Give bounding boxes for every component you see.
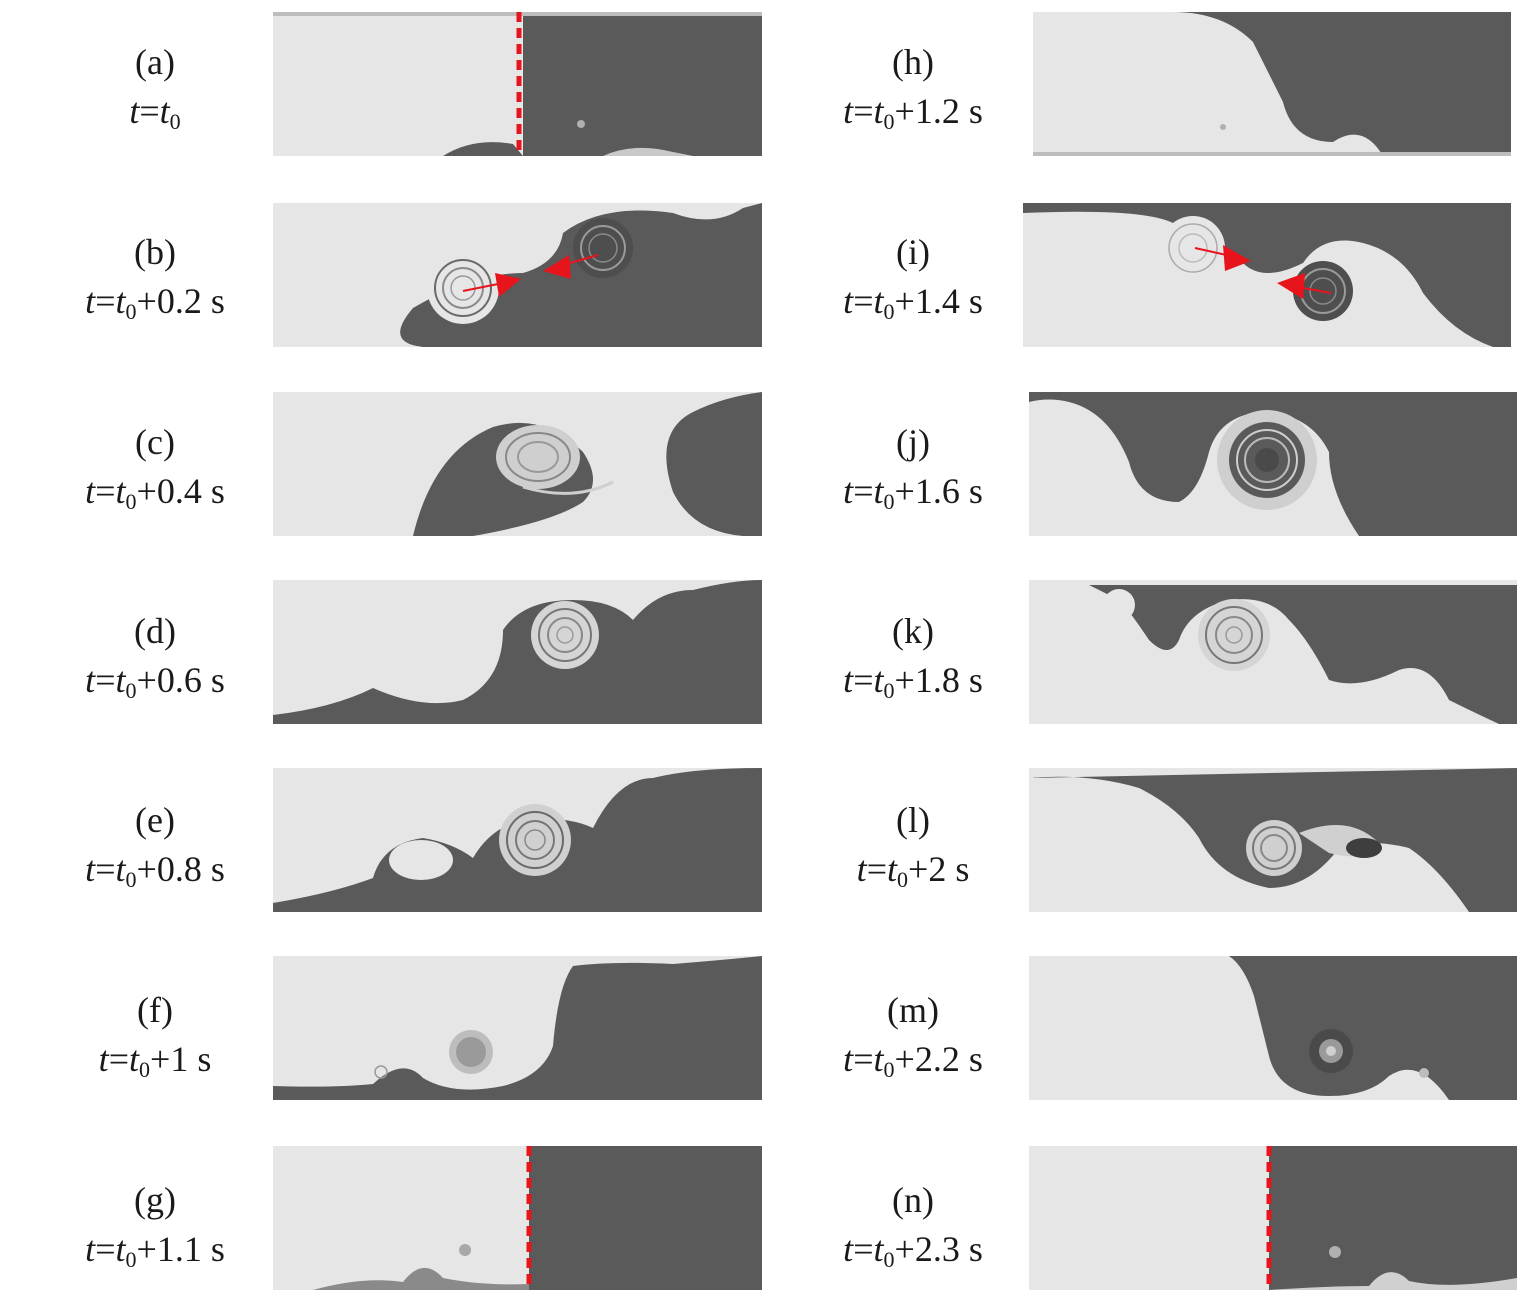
panel-label-f: (f) t=t0+1 s xyxy=(60,986,250,1083)
panel-time: t=t0+1.1 s xyxy=(85,1228,225,1272)
frame-h xyxy=(1033,12,1511,156)
panel-label-d: (d) t=t0+0.6 s xyxy=(60,607,250,704)
arrow-icon xyxy=(543,255,571,279)
flow-image-h xyxy=(1033,12,1511,156)
panel-time: t=t0+2 s xyxy=(856,848,970,892)
panel-time: t=t0 xyxy=(129,90,181,134)
panel-tag: (i) xyxy=(896,232,930,272)
flow-image-e xyxy=(273,768,762,912)
panel-tag: (c) xyxy=(135,422,175,462)
panel-label-j: (j) t=t0+1.6 s xyxy=(818,418,1008,515)
flow-image-b xyxy=(273,203,762,347)
frame-e xyxy=(273,768,762,912)
panel-label-g: (g) t=t0+1.1 s xyxy=(60,1176,250,1273)
panel-time: t=t0+2.2 s xyxy=(843,1038,983,1082)
panel-time: t=t0+1.4 s xyxy=(843,280,983,324)
panel-label-i: (i) t=t0+1.4 s xyxy=(818,228,1008,325)
panel-tag: (j) xyxy=(896,422,930,462)
panel-time: t=t0+1 s xyxy=(98,1038,212,1082)
panel-label-c: (c) t=t0+0.4 s xyxy=(60,418,250,515)
panel-tag: (e) xyxy=(135,800,175,840)
flow-image-j xyxy=(1029,392,1517,536)
flow-image-k xyxy=(1029,580,1517,724)
panel-tag: (g) xyxy=(134,1180,176,1220)
frame-f xyxy=(273,956,762,1100)
panel-label-b: (b) t=t0+0.2 s xyxy=(60,228,250,325)
panel-tag: (l) xyxy=(896,800,930,840)
panel-time: t=t0+0.2 s xyxy=(85,280,225,324)
panel-tag: (d) xyxy=(134,611,176,651)
panel-tag: (a) xyxy=(135,42,175,82)
panel-time: t=t0+1.6 s xyxy=(843,470,983,514)
flow-image-i xyxy=(1023,203,1511,347)
arrow-icon xyxy=(1223,245,1251,271)
panel-label-h: (h) t=t0+1.2 s xyxy=(818,38,1008,135)
flow-image-c xyxy=(273,392,762,536)
panel-time: t=t0+0.6 s xyxy=(85,659,225,703)
frame-d xyxy=(273,580,762,724)
flow-image-g xyxy=(273,1146,762,1290)
frame-n xyxy=(1029,1146,1517,1290)
frame-g xyxy=(273,1146,762,1290)
flow-image-f xyxy=(273,956,762,1100)
panel-label-m: (m) t=t0+2.2 s xyxy=(818,986,1008,1083)
frame-c xyxy=(273,392,762,536)
panel-tag: (f) xyxy=(137,990,173,1030)
panel-time: t=t0+1.8 s xyxy=(843,659,983,703)
panel-label-a: (a) t=t0 xyxy=(60,38,250,135)
panel-label-e: (e) t=t0+0.8 s xyxy=(60,796,250,893)
panel-time: t=t0+2.3 s xyxy=(843,1228,983,1272)
panel-label-n: (n) t=t0+2.3 s xyxy=(818,1176,1008,1273)
panel-tag: (m) xyxy=(887,990,939,1030)
frame-j xyxy=(1029,392,1517,536)
flow-image-a xyxy=(273,12,762,156)
flow-image-n xyxy=(1029,1146,1517,1290)
frame-b xyxy=(273,203,762,347)
frame-l xyxy=(1029,768,1517,912)
frame-a xyxy=(273,12,762,156)
panel-label-l: (l) t=t0+2 s xyxy=(818,796,1008,893)
panel-time: t=t0+0.8 s xyxy=(85,848,225,892)
panel-time: t=t0+0.4 s xyxy=(85,470,225,514)
arrow-icon xyxy=(495,273,521,297)
panel-tag: (b) xyxy=(134,232,176,272)
panel-time: t=t0+1.2 s xyxy=(843,90,983,134)
flow-image-d xyxy=(273,580,762,724)
panel-tag: (k) xyxy=(892,611,934,651)
frame-m xyxy=(1029,956,1517,1100)
panel-tag: (n) xyxy=(892,1180,934,1220)
flow-image-m xyxy=(1029,956,1517,1100)
arrow-icon xyxy=(1277,273,1305,299)
panel-tag: (h) xyxy=(892,42,934,82)
frame-i xyxy=(1023,203,1511,347)
flow-image-l xyxy=(1029,768,1517,912)
frame-k xyxy=(1029,580,1517,724)
panel-label-k: (k) t=t0+1.8 s xyxy=(818,607,1008,704)
